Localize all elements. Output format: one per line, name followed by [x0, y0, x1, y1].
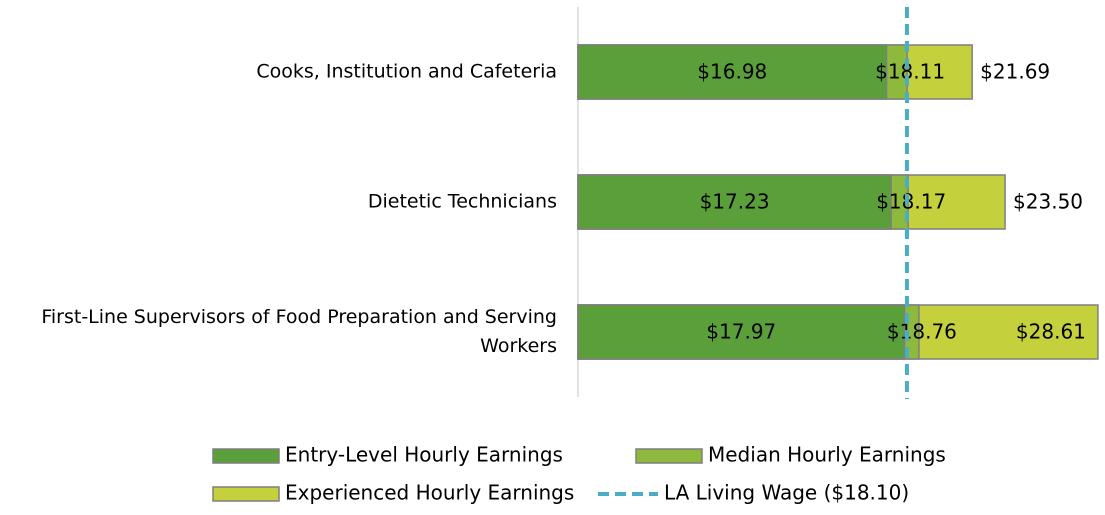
data-label: $16.98: [697, 60, 767, 84]
legend-label: LA Living Wage ($18.10): [664, 481, 909, 505]
bar: [577, 44, 888, 100]
bar: [577, 304, 906, 360]
data-label: $18.76: [887, 320, 957, 344]
legend-label: Experienced Hourly Earnings: [285, 481, 574, 505]
data-label: $28.61: [1016, 320, 1086, 344]
data-label: $18.11: [875, 60, 945, 84]
data-label: $21.69: [980, 60, 1050, 84]
bar: [577, 174, 892, 230]
category-label: Cooks, Institution and Cafeteria: [256, 60, 557, 83]
data-label: $17.97: [706, 320, 776, 344]
legend-swatch: [635, 448, 703, 464]
legend-swatch: [212, 448, 280, 464]
legend-label: Median Hourly Earnings: [708, 443, 946, 467]
category-label: First-Line Supervisors of Food Preparati…: [41, 306, 557, 357]
data-label: $18.17: [876, 190, 946, 214]
legend-label: Entry-Level Hourly Earnings: [285, 443, 563, 467]
data-label: $17.23: [700, 190, 770, 214]
legend-swatch: [212, 486, 280, 502]
category-label: Dietetic Technicians: [367, 190, 557, 213]
data-label: $23.50: [1013, 190, 1083, 214]
